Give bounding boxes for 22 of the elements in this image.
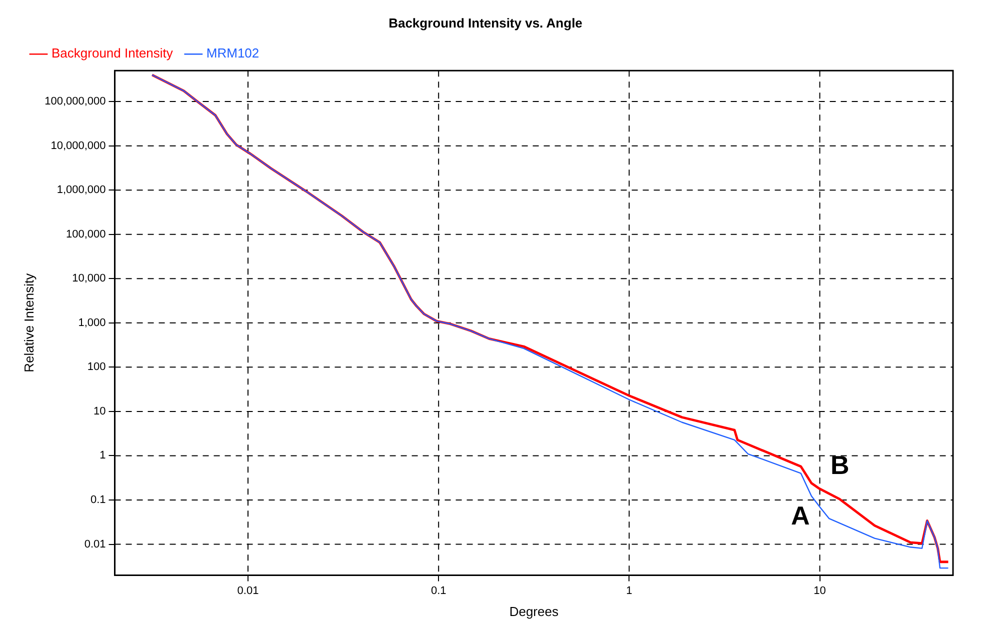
y-tick-label: 10,000	[72, 272, 106, 285]
chart-title: Background Intensity vs. Angle	[388, 15, 582, 30]
y-tick-label: 100	[87, 361, 106, 374]
x-tick-label: 10	[814, 584, 826, 597]
legend-label: MRM102	[206, 46, 260, 61]
y-tick-label: 100,000,000	[44, 96, 106, 108]
y-axis-title: Relative Intensity	[21, 272, 36, 372]
legend-label: Background Intensity	[52, 46, 174, 61]
y-tick-label: 10	[94, 405, 106, 418]
x-axis-title: Degrees	[509, 604, 559, 619]
x-tick-label: 1	[626, 584, 632, 597]
x-tick-label: 0.1	[430, 584, 446, 597]
annotation: B	[830, 450, 850, 480]
y-tick-label: 1,000	[78, 316, 106, 329]
annotation: A	[791, 500, 810, 530]
y-tick-label: 0.01	[84, 538, 106, 550]
x-tick-label: 0.01	[237, 584, 259, 597]
y-tick-label: 0.1	[90, 494, 106, 506]
y-tick-label: 1	[100, 450, 106, 462]
y-tick-label: 1,000,000	[56, 184, 106, 196]
y-tick-label: 100,000	[66, 228, 106, 240]
y-tick-label: 10,000,000	[50, 140, 106, 152]
